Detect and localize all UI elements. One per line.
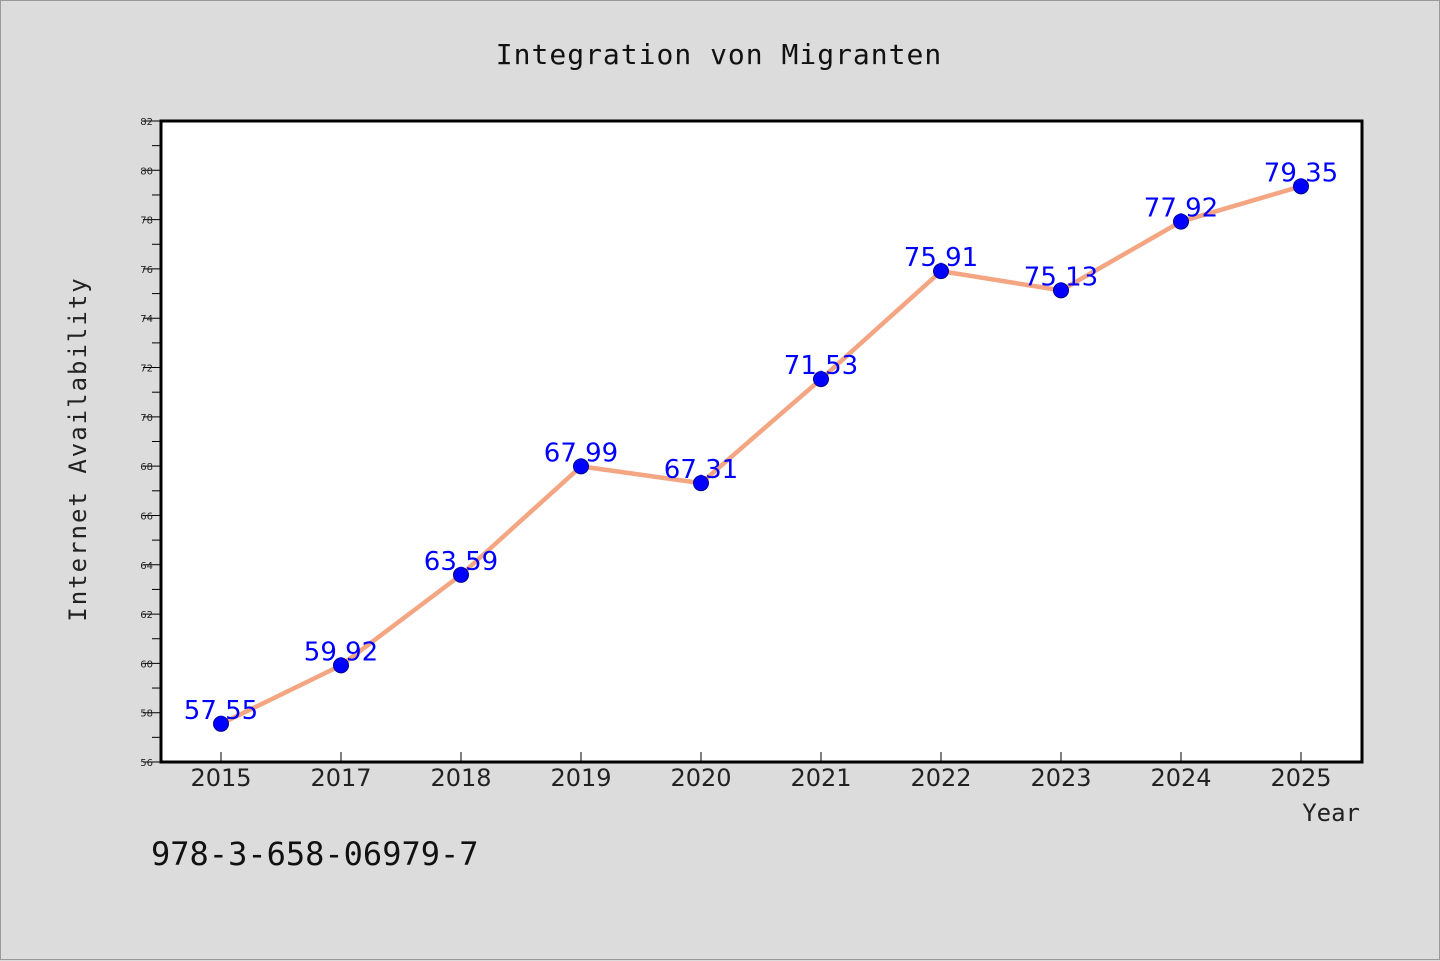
x-tick-label: 2024 — [1150, 764, 1211, 792]
data-label: 67.31 — [664, 455, 738, 485]
x-tick-label: 2017 — [310, 764, 371, 792]
y-tick-label: 62 — [140, 610, 153, 621]
data-label: 59.92 — [304, 637, 378, 667]
y-tick-label: 64 — [140, 561, 153, 572]
data-label: 79.35 — [1264, 158, 1338, 188]
y-tick-label: 78 — [140, 216, 153, 227]
y-tick-label: 70 — [140, 413, 153, 424]
x-tick-label: 2015 — [190, 764, 251, 792]
data-label: 75.13 — [1024, 262, 1098, 292]
y-axis-label: Internet Availability — [64, 276, 92, 621]
y-tick-label: 82 — [140, 117, 153, 128]
x-tick-label: 2025 — [1270, 764, 1331, 792]
x-tick-label: 2022 — [910, 764, 971, 792]
data-label: 77.92 — [1144, 194, 1218, 224]
data-label: 57.55 — [184, 696, 258, 726]
y-tick-label: 66 — [140, 511, 153, 522]
data-point — [693, 475, 709, 492]
x-axis-label: Year — [1302, 799, 1360, 827]
data-point — [813, 371, 829, 388]
data-point — [333, 657, 349, 674]
series-line — [218, 184, 1304, 727]
data-labels: 57.55 59.92 63.59 67.99 67.31 71.53 75.91 75.13… — [184, 158, 1338, 725]
data-point — [213, 715, 229, 732]
plot-area — [159, 119, 1364, 764]
x-tick-label: 2019 — [550, 764, 611, 792]
y-tick-label: 76 — [140, 265, 153, 276]
x-tick-label: 2018 — [430, 764, 491, 792]
data-label: 67.99 — [544, 438, 618, 468]
data-point — [573, 458, 589, 475]
chart-title: Integration von Migranten — [496, 38, 942, 71]
isbn-text: 978-3-658-06979-7 — [151, 835, 479, 873]
data-label: 75.91 — [904, 243, 978, 273]
x-tick-label: 2020 — [670, 764, 731, 792]
y-tick-label: 56 — [140, 758, 153, 769]
x-axis: 2015 2017 2018 2019 2020 2021 2022 2023 2024 2025 — [190, 752, 1332, 792]
y-tick-label: 60 — [140, 659, 153, 670]
x-tick-label: 2023 — [1030, 764, 1091, 792]
x-tick-label: 2021 — [790, 764, 851, 792]
data-point — [1053, 282, 1069, 299]
y-axis: 56 58 60 62 64 66 68 70 72 74 76 78 80 82 — [140, 117, 161, 769]
y-tick-label: 68 — [140, 462, 153, 473]
data-point — [453, 566, 469, 583]
data-label: 63.59 — [424, 547, 498, 577]
y-tick-label: 74 — [140, 314, 153, 325]
data-point — [1173, 213, 1189, 230]
y-tick-label: 80 — [140, 166, 153, 177]
data-label: 71.53 — [784, 351, 858, 381]
data-point — [933, 263, 949, 280]
data-point — [1293, 178, 1309, 195]
data-markers — [213, 178, 1309, 732]
y-tick-label: 58 — [140, 709, 153, 720]
y-tick-label: 72 — [140, 364, 153, 375]
